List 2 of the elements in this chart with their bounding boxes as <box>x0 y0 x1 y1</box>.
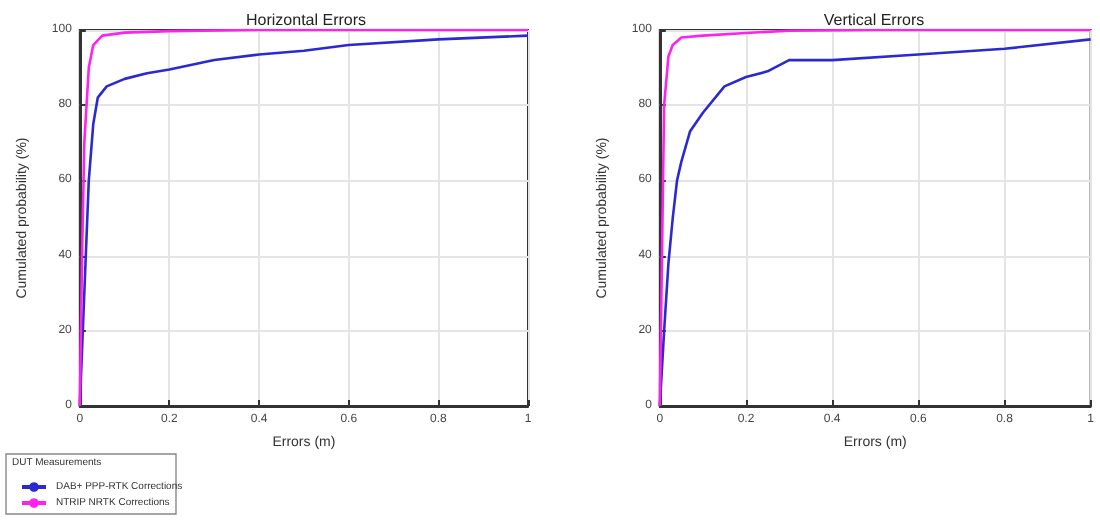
chart-title: Vertical Errors <box>823 11 925 29</box>
chart-title: Horizontal Errors <box>245 11 367 29</box>
